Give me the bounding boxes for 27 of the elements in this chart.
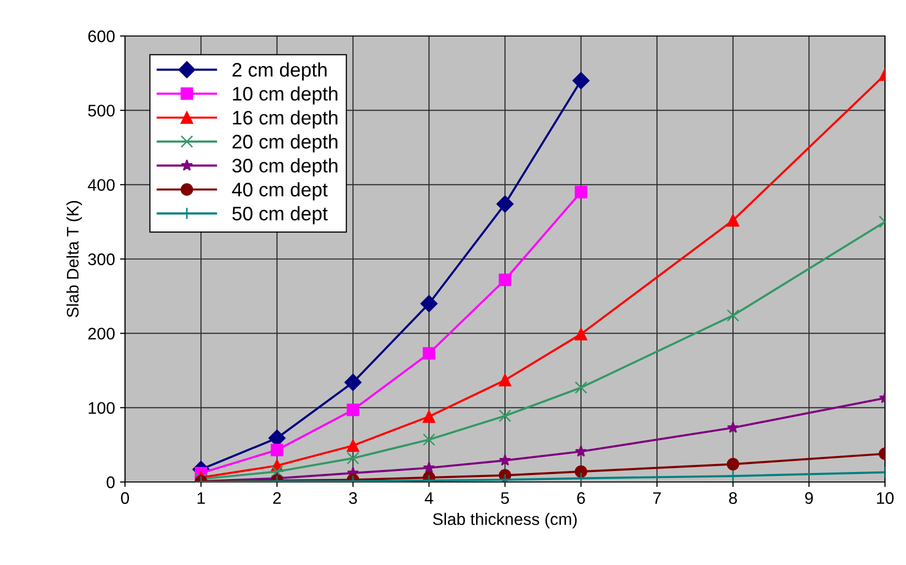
y-tick-label: 200 <box>88 328 115 340</box>
y-tick-label: 500 <box>88 104 115 117</box>
x-tick-label: 7 <box>653 492 661 504</box>
y-axis-title: Slab Delta T (K) <box>66 201 82 318</box>
x-tick-label: 0 <box>121 492 129 504</box>
y-tick-label: 400 <box>88 179 115 191</box>
x-axis-title: Slab thickness (cm) <box>433 512 577 528</box>
y-tick-label: 600 <box>88 30 115 42</box>
y-tick-label: 0 <box>106 476 115 488</box>
x-tick-label: 10 <box>877 492 894 504</box>
legend-label: 10 cm depth <box>233 86 338 105</box>
x-tick-label: 6 <box>577 492 585 504</box>
x-tick-label: 4 <box>424 492 434 504</box>
x-tick-label: 8 <box>729 492 737 504</box>
legend-label: 30 cm depth <box>232 158 338 176</box>
legend-label: 50 cm dept <box>232 206 328 224</box>
y-tick-label: 100 <box>88 402 115 414</box>
x-tick-label: 9 <box>805 492 813 504</box>
x-tick-label: 1 <box>198 492 205 504</box>
x-tick-label: 2 <box>273 492 281 504</box>
x-tick-label: 3 <box>349 492 357 504</box>
y-tick-label: 300 <box>88 253 115 266</box>
legend-label: 2 cm depth <box>232 62 327 81</box>
x-tick-label: 5 <box>501 492 509 504</box>
legend-label: 16 cm depth <box>233 110 338 128</box>
legend-label: 40 cm dept <box>232 182 328 200</box>
legend-label: 20 cm depth <box>232 134 338 152</box>
